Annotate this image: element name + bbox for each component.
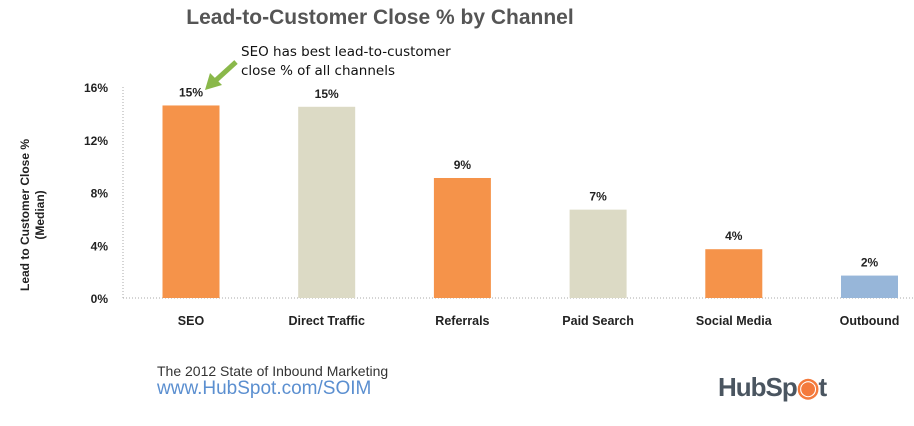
y-tick-label: 16%: [84, 81, 108, 95]
x-tick-label: Referrals: [435, 314, 489, 328]
footer-source: The 2012 State of Inbound Marketing: [157, 363, 389, 379]
bar-direct-traffic: [298, 106, 356, 298]
x-tick-label: Direct Traffic: [288, 314, 364, 328]
data-label: 15%: [315, 87, 339, 101]
bar-seo: [162, 105, 220, 299]
y-tick-label: 0%: [91, 292, 109, 306]
annotation-arrow-shaft: [212, 60, 238, 84]
footer-url[interactable]: www.HubSpot.com/SOIM: [157, 378, 372, 399]
y-tick-label: 12%: [84, 134, 108, 148]
x-tick-label: Outbound: [840, 314, 900, 328]
data-label: 2%: [861, 256, 879, 270]
x-tick-label: Paid Search: [562, 314, 634, 328]
annotation-text: SEO has best lead-to-customer close % of…: [241, 43, 451, 81]
annotation-line-1: SEO has best lead-to-customer: [241, 44, 451, 60]
x-tick-label: SEO: [178, 314, 205, 328]
y-tick-label: 4%: [91, 239, 109, 253]
bar-referrals: [433, 177, 491, 298]
hubspot-logo: HubSp◉t: [718, 372, 827, 402]
data-label: 7%: [589, 190, 607, 204]
data-label: 4%: [725, 229, 743, 243]
bar-social-media: [705, 249, 763, 298]
data-label: 15%: [179, 85, 203, 99]
bar-paid-search: [569, 209, 627, 298]
data-label: 9%: [454, 158, 472, 172]
x-tick-label: Social Media: [696, 314, 773, 328]
annotation-arrow-head: [205, 73, 222, 90]
y-tick-label: 8%: [91, 187, 109, 201]
chart-title: Lead-to-Customer Close % by Channel: [186, 6, 574, 29]
annotation-line-2: close % of all channels: [241, 63, 396, 79]
bar-outbound: [841, 275, 898, 298]
